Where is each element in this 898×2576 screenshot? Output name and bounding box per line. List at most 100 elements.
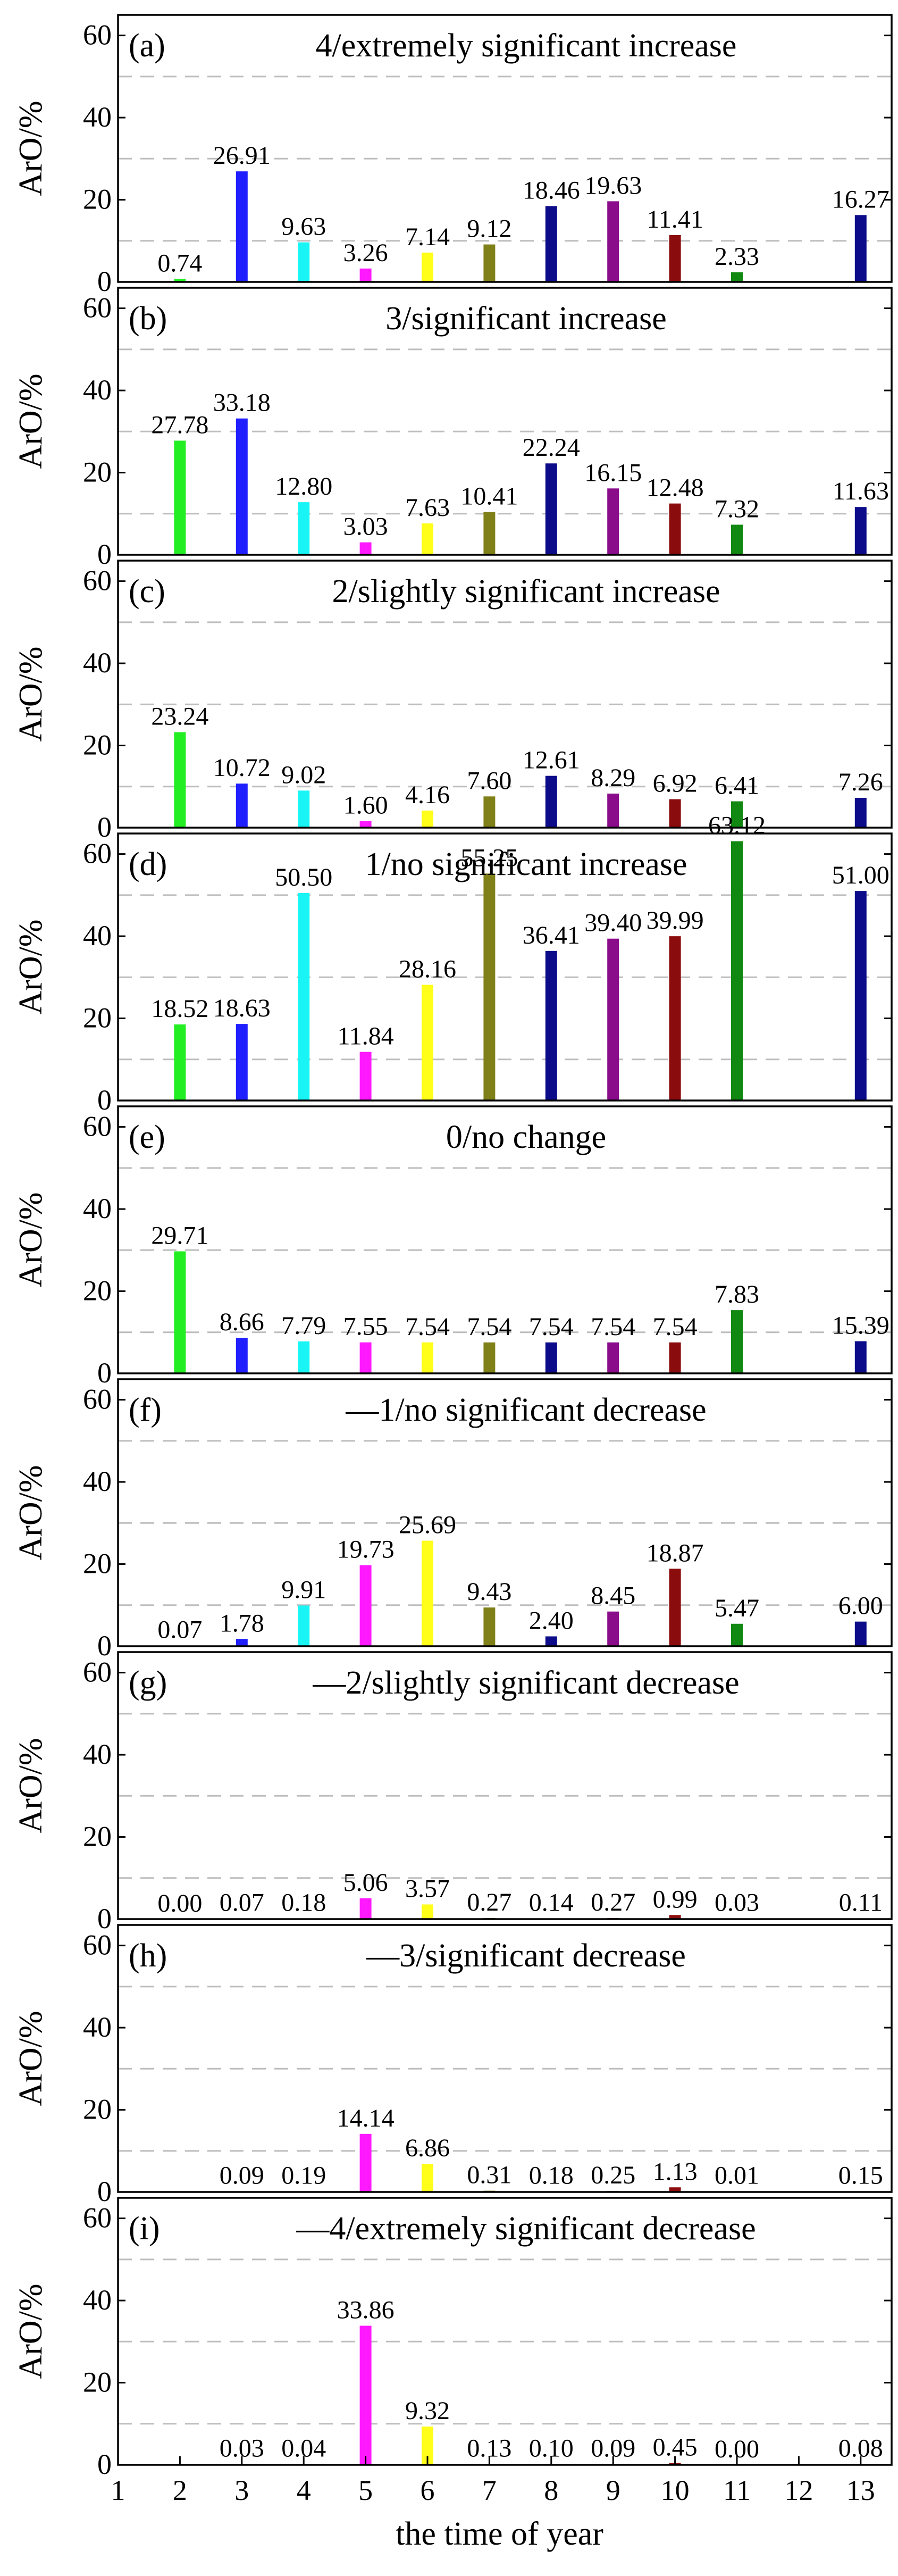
data-label: 3.26 bbox=[343, 239, 388, 267]
bar bbox=[669, 799, 681, 828]
panel-title: —2/slightly significant decrease bbox=[312, 1665, 739, 1701]
y-tick-label: 40 bbox=[83, 647, 112, 679]
y-axis-label: ArO/% bbox=[13, 2283, 49, 2379]
panel-frame bbox=[117, 1378, 893, 1647]
data-label: 7.54 bbox=[591, 1313, 635, 1341]
bar bbox=[607, 938, 619, 1101]
data-label: 2.33 bbox=[715, 243, 759, 271]
x-tick-label: 1 bbox=[111, 2474, 125, 2506]
y-tick-label: 60 bbox=[83, 565, 112, 597]
bar bbox=[731, 801, 743, 828]
bar bbox=[359, 1565, 372, 1646]
data-label: 63.12 bbox=[708, 812, 766, 840]
data-label: 11.84 bbox=[337, 1022, 393, 1051]
bar bbox=[174, 732, 186, 828]
y-tick-label: 0 bbox=[97, 1357, 112, 1389]
data-label: 7.54 bbox=[467, 1313, 511, 1341]
data-label: 8.29 bbox=[591, 764, 635, 792]
bar bbox=[607, 488, 619, 555]
bar bbox=[298, 502, 310, 555]
data-label: 7.14 bbox=[405, 223, 450, 251]
data-label: 22.24 bbox=[523, 433, 580, 462]
data-label: 12.61 bbox=[523, 746, 580, 774]
data-label: 23.24 bbox=[151, 703, 208, 731]
data-label: 5.47 bbox=[715, 1594, 759, 1622]
panel-label: (b) bbox=[129, 301, 167, 337]
data-label: 0.00 bbox=[157, 1889, 202, 1918]
y-tick-label: 40 bbox=[83, 2011, 112, 2043]
panel-label: (g) bbox=[129, 1665, 167, 1701]
panel-title: 4/extremely significant increase bbox=[316, 28, 737, 64]
bar bbox=[236, 1024, 248, 1101]
data-label: 1.13 bbox=[653, 2157, 698, 2186]
data-label: 7.54 bbox=[529, 1313, 574, 1341]
data-label: 51.00 bbox=[832, 861, 889, 889]
x-tick-label: 12 bbox=[784, 2474, 813, 2506]
bar bbox=[483, 1607, 496, 1646]
data-label: 10.72 bbox=[213, 754, 271, 782]
bar bbox=[236, 1639, 248, 1646]
y-tick-label: 20 bbox=[83, 1821, 112, 1853]
x-tick-label: 13 bbox=[846, 2474, 875, 2506]
data-label: 26.91 bbox=[213, 141, 271, 170]
bar bbox=[854, 797, 867, 828]
data-label: 8.45 bbox=[591, 1582, 635, 1610]
bar bbox=[422, 2427, 433, 2465]
bar bbox=[174, 1024, 186, 1101]
data-label: 55.25 bbox=[460, 844, 518, 872]
y-axis-label: ArO/% bbox=[13, 373, 49, 469]
data-label: 18.63 bbox=[213, 994, 271, 1022]
bar bbox=[483, 512, 496, 555]
y-tick-label: 0 bbox=[97, 1903, 112, 1935]
data-label: 9.12 bbox=[467, 215, 511, 243]
bar bbox=[607, 1611, 619, 1646]
y-tick-label: 40 bbox=[83, 1193, 112, 1224]
y-tick-label: 60 bbox=[83, 1111, 112, 1143]
y-tick-label: 0 bbox=[97, 2175, 112, 2207]
data-label: 0.27 bbox=[467, 1888, 511, 1916]
y-tick-label: 0 bbox=[97, 2448, 112, 2480]
data-label: 18.46 bbox=[523, 176, 580, 204]
bar bbox=[607, 201, 619, 282]
data-label: 0.18 bbox=[529, 2162, 574, 2190]
panel-a: 0 20 40 60 0.74 26.91 9.63 3.26 7.14 9.12 18.46 19.… bbox=[13, 14, 893, 297]
bar bbox=[731, 524, 743, 555]
y-tick-label: 60 bbox=[83, 292, 112, 324]
x-tick-label: 8 bbox=[544, 2474, 558, 2506]
panel-frame bbox=[117, 2197, 893, 2466]
bar bbox=[607, 1342, 619, 1373]
bar bbox=[545, 206, 557, 282]
data-label: 2.40 bbox=[529, 1606, 574, 1635]
data-label: 6.41 bbox=[715, 771, 759, 799]
data-label: 0.03 bbox=[715, 1889, 759, 1917]
data-label: 50.50 bbox=[275, 863, 332, 891]
bar bbox=[422, 523, 433, 555]
data-label: 9.32 bbox=[405, 2397, 450, 2425]
bar bbox=[545, 463, 557, 555]
bar bbox=[298, 242, 310, 282]
data-label: 7.63 bbox=[405, 494, 450, 522]
data-label: 0.09 bbox=[220, 2162, 264, 2190]
data-label: 27.78 bbox=[151, 411, 208, 439]
bar bbox=[359, 821, 372, 828]
data-label: 36.41 bbox=[523, 921, 580, 949]
panel-label: (f) bbox=[129, 1392, 162, 1428]
data-label: 25.69 bbox=[399, 1511, 456, 1539]
bar bbox=[545, 1342, 557, 1373]
bar bbox=[669, 503, 681, 555]
data-label: 9.63 bbox=[281, 213, 326, 241]
data-label: 18.87 bbox=[647, 1539, 704, 1567]
bar bbox=[298, 1341, 310, 1373]
y-tick-label: 0 bbox=[97, 811, 112, 843]
data-label: 4.16 bbox=[405, 781, 450, 809]
bar bbox=[483, 244, 496, 282]
bar bbox=[422, 1904, 433, 1919]
data-label: 0.18 bbox=[281, 1889, 326, 1917]
y-tick-label: 20 bbox=[83, 1548, 112, 1580]
x-tick-label: 9 bbox=[606, 2474, 620, 2506]
y-axis-label: ArO/% bbox=[13, 1465, 49, 1560]
data-label: 9.91 bbox=[281, 1575, 326, 1604]
y-tick-label: 40 bbox=[83, 2284, 112, 2316]
y-tick-label: 20 bbox=[83, 1275, 112, 1307]
